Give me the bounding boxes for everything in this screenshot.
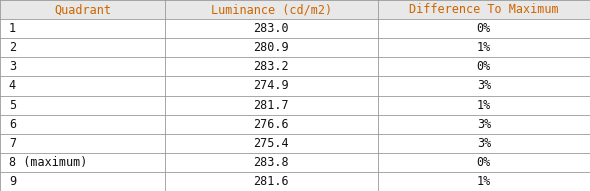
Text: 3%: 3% bbox=[477, 118, 491, 131]
Text: 283.8: 283.8 bbox=[254, 156, 289, 169]
Bar bbox=[378, 57, 590, 76]
Text: 274.9: 274.9 bbox=[254, 79, 289, 92]
Bar bbox=[378, 172, 590, 191]
Bar bbox=[0, 19, 165, 38]
Bar bbox=[0, 115, 165, 134]
Text: 276.6: 276.6 bbox=[254, 118, 289, 131]
Bar bbox=[0, 57, 165, 76]
Bar bbox=[378, 115, 590, 134]
Bar bbox=[0, 76, 165, 96]
Text: 8 (maximum): 8 (maximum) bbox=[9, 156, 87, 169]
Bar bbox=[0, 172, 165, 191]
Text: 1%: 1% bbox=[477, 99, 491, 112]
Bar bbox=[165, 96, 378, 115]
Text: 6: 6 bbox=[9, 118, 16, 131]
Text: 0%: 0% bbox=[477, 22, 491, 35]
Bar bbox=[0, 153, 165, 172]
Text: 1%: 1% bbox=[477, 41, 491, 54]
Text: 1: 1 bbox=[9, 22, 16, 35]
Text: 3%: 3% bbox=[477, 137, 491, 150]
Bar bbox=[165, 57, 378, 76]
Text: 3: 3 bbox=[9, 60, 16, 73]
Text: 2: 2 bbox=[9, 41, 16, 54]
Text: 1%: 1% bbox=[477, 175, 491, 188]
Bar bbox=[165, 76, 378, 96]
Text: Luminance (cd/m2): Luminance (cd/m2) bbox=[211, 3, 332, 16]
Text: 0%: 0% bbox=[477, 156, 491, 169]
Text: 5: 5 bbox=[9, 99, 16, 112]
Text: 281.7: 281.7 bbox=[254, 99, 289, 112]
Bar bbox=[378, 96, 590, 115]
Bar bbox=[165, 0, 378, 19]
Bar bbox=[165, 19, 378, 38]
Bar bbox=[165, 153, 378, 172]
Bar bbox=[165, 172, 378, 191]
Text: 281.6: 281.6 bbox=[254, 175, 289, 188]
Bar bbox=[0, 0, 165, 19]
Bar bbox=[378, 19, 590, 38]
Bar bbox=[0, 96, 165, 115]
Bar bbox=[378, 0, 590, 19]
Text: Quadrant: Quadrant bbox=[54, 3, 111, 16]
Bar bbox=[165, 38, 378, 57]
Text: 7: 7 bbox=[9, 137, 16, 150]
Bar bbox=[0, 38, 165, 57]
Bar bbox=[378, 153, 590, 172]
Bar bbox=[0, 134, 165, 153]
Bar bbox=[378, 76, 590, 96]
Text: 3%: 3% bbox=[477, 79, 491, 92]
Text: 275.4: 275.4 bbox=[254, 137, 289, 150]
Bar bbox=[165, 134, 378, 153]
Bar bbox=[378, 38, 590, 57]
Text: 0%: 0% bbox=[477, 60, 491, 73]
Text: 280.9: 280.9 bbox=[254, 41, 289, 54]
Text: 283.0: 283.0 bbox=[254, 22, 289, 35]
Text: 283.2: 283.2 bbox=[254, 60, 289, 73]
Text: Difference To Maximum: Difference To Maximum bbox=[409, 3, 559, 16]
Bar bbox=[378, 134, 590, 153]
Bar bbox=[165, 115, 378, 134]
Text: 9: 9 bbox=[9, 175, 16, 188]
Text: 4: 4 bbox=[9, 79, 16, 92]
